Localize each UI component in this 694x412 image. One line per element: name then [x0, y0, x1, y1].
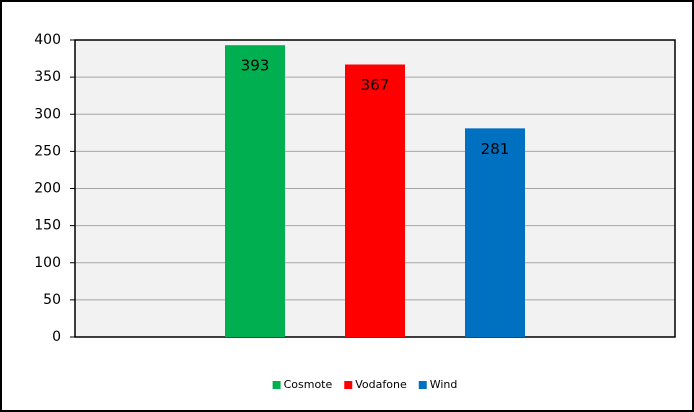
legend-swatch — [272, 381, 281, 389]
bar — [345, 64, 405, 337]
y-tick-label: 200 — [34, 181, 61, 197]
y-tick-label: 300 — [34, 106, 61, 122]
data-label: 367 — [361, 76, 390, 94]
legend-label: Wind — [430, 378, 458, 391]
y-tick-label: 50 — [43, 292, 61, 308]
data-label: 393 — [241, 57, 270, 75]
y-tick-label: 0 — [52, 329, 61, 345]
y-tick-label: 250 — [34, 143, 61, 159]
y-tick-label: 400 — [34, 32, 61, 48]
y-tick-label: 350 — [34, 69, 61, 85]
legend-label: Cosmote — [284, 378, 333, 391]
legend-swatch — [344, 381, 353, 389]
bar — [465, 128, 525, 337]
data-label: 281 — [481, 140, 510, 158]
legend-label: Vodafone — [355, 378, 407, 391]
y-tick-label: 100 — [34, 255, 61, 271]
y-tick-label: 150 — [34, 218, 61, 234]
bar — [225, 45, 285, 337]
legend-swatch — [418, 381, 427, 389]
